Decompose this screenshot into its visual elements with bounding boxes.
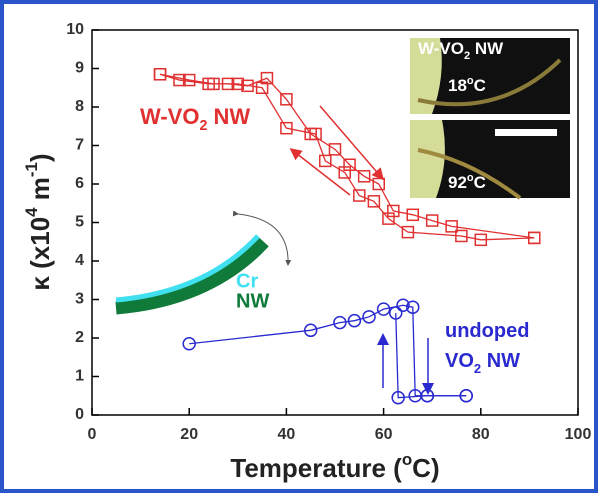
annotation: undoped (445, 320, 529, 342)
y-tick-label: 3 (75, 291, 84, 308)
inset-label-part: NW (470, 39, 504, 58)
annotation-part: NW (481, 350, 520, 372)
y-axis-title-part: m (25, 177, 55, 207)
chart: 020406080100012345678910Temperature (oC)… (0, 0, 598, 493)
inset-label-part: W-VO (418, 39, 464, 58)
y-tick-label: 0 (75, 406, 84, 423)
y-axis-title-part: -1 (22, 162, 41, 177)
x-tick-label: 60 (375, 426, 393, 443)
y-tick-label: 8 (75, 98, 84, 115)
y-tick-label: 7 (75, 137, 84, 154)
x-tick-label: 40 (278, 426, 296, 443)
annotation-part: 2 (199, 118, 207, 134)
diagram-label: Cr (236, 270, 258, 292)
annotation-part: VO (445, 350, 474, 372)
annotation-part: 2 (474, 361, 481, 376)
y-tick-label: 10 (66, 21, 84, 38)
x-tick-label: 20 (180, 426, 198, 443)
x-tick-label: 80 (472, 426, 490, 443)
y-tick-label: 5 (75, 214, 84, 231)
y-tick-label: 2 (75, 329, 84, 346)
diagram-label: NW (236, 290, 269, 312)
x-axis-title-part: Temperature ( (230, 453, 402, 483)
inset-temp-part: C (474, 76, 486, 95)
y-tick-label: 9 (75, 60, 84, 77)
x-axis-title-part: o (402, 450, 412, 469)
inset-temp-part: 92 (448, 173, 467, 192)
y-axis-title-part: ) (25, 153, 55, 162)
inset-temp-part: C (474, 173, 486, 192)
annotation: VO2 NW (445, 350, 520, 376)
inset-temp-part: 18 (448, 76, 467, 95)
y-tick-label: 6 (75, 175, 84, 192)
annotation-part: NW (207, 104, 250, 129)
annotation-part: W-VO (140, 104, 199, 129)
y-tick-label: 4 (75, 252, 84, 269)
x-tick-label: 100 (565, 426, 592, 443)
x-axis-title-part: C) (412, 453, 439, 483)
x-tick-label: 0 (88, 426, 97, 443)
y-tick-label: 1 (75, 368, 84, 385)
annotation-part: undoped (445, 320, 529, 342)
y-axis-title-part: κ (x10 (25, 217, 55, 291)
